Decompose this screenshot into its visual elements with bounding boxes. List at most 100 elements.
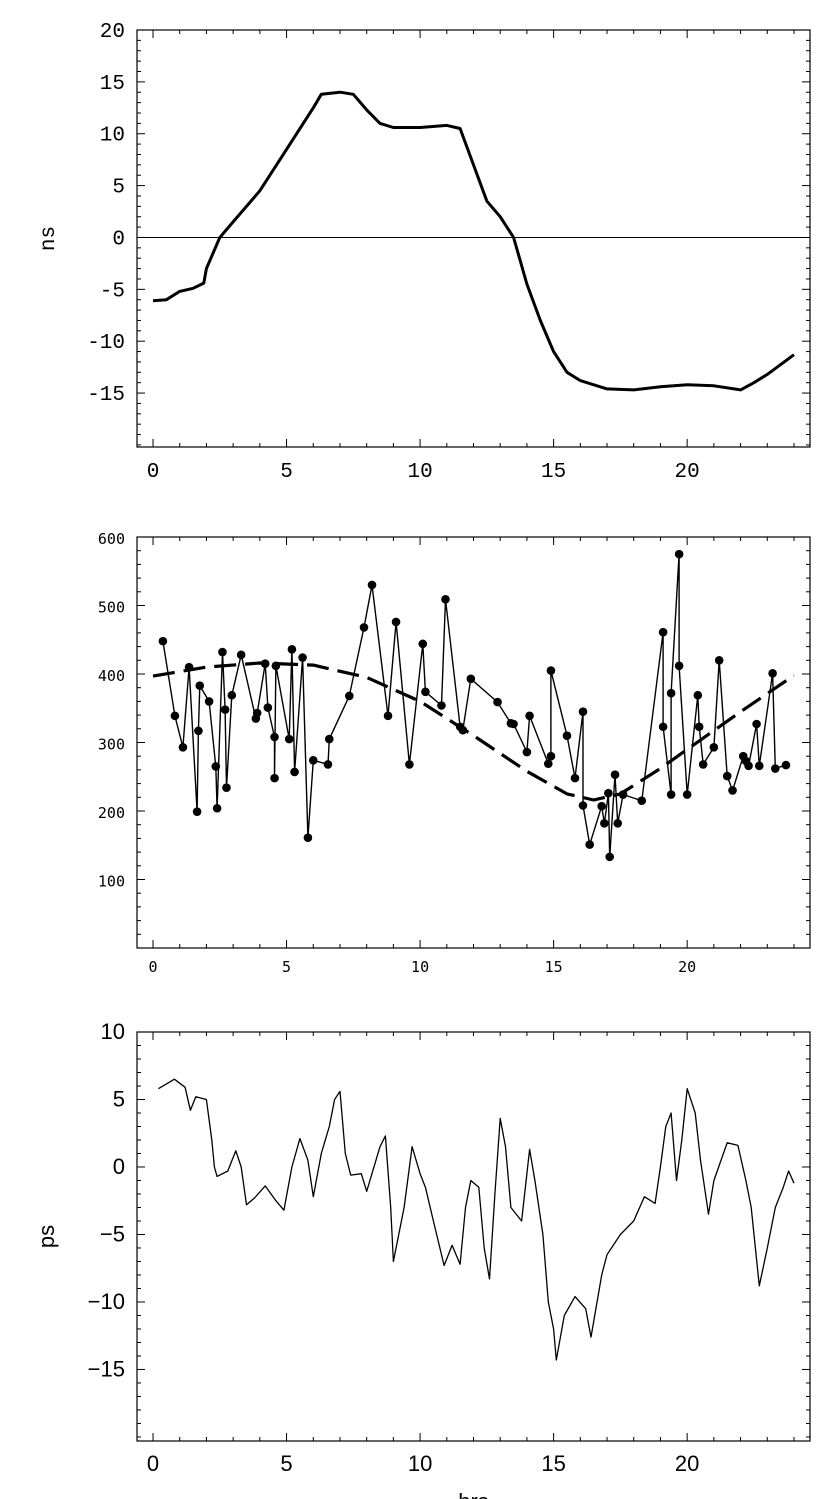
data-point — [308, 756, 318, 765]
data-point — [781, 760, 791, 770]
x-tick-label: 10 — [408, 1451, 432, 1476]
y-tick-label: 10 — [100, 125, 125, 148]
data-point — [418, 639, 428, 649]
data-point — [525, 711, 534, 721]
data-point — [658, 722, 668, 732]
x-tick-label: 15 — [541, 1451, 565, 1476]
data-point — [158, 636, 168, 646]
data-point — [284, 734, 294, 744]
data-point — [597, 801, 606, 811]
data-point — [585, 840, 594, 849]
data-point — [658, 627, 668, 637]
data-point — [437, 701, 446, 710]
data-point — [709, 742, 719, 752]
series-line-1 — [158, 1078, 795, 1361]
x-tick-label: 20 — [675, 461, 700, 484]
data-point — [345, 691, 354, 701]
data-point — [252, 708, 262, 718]
data-point — [722, 771, 732, 781]
data-point — [367, 580, 377, 590]
y-tick-label: 400 — [98, 667, 125, 685]
data-point — [178, 742, 188, 752]
x-tick-label: 5 — [280, 1451, 292, 1476]
y-tick-label: 0 — [113, 1154, 125, 1179]
data-point — [546, 666, 556, 675]
x-tick-label: 0 — [147, 461, 160, 484]
data-point — [578, 801, 588, 810]
data-point — [270, 773, 279, 783]
data-point — [212, 803, 222, 813]
data-point — [227, 690, 237, 700]
data-point — [192, 807, 202, 816]
data-point — [522, 747, 532, 757]
data-point — [303, 833, 313, 843]
x-tick-label: 10 — [411, 958, 429, 976]
panel-1: 0 5 10 15 20 20 15 10 5 0 -5 -10 -15 ns — [38, 21, 811, 484]
data-point — [604, 788, 613, 798]
x-tick-label: 0 — [149, 958, 158, 976]
data-point — [666, 790, 676, 799]
data-point — [714, 656, 724, 665]
data-point — [754, 761, 764, 771]
data-point — [493, 697, 502, 707]
data-point — [752, 719, 761, 729]
y-tick-label: 5 — [112, 177, 125, 200]
data-point — [674, 549, 684, 559]
data-point — [694, 722, 704, 732]
data-point — [263, 703, 273, 712]
x-tick-label: 5 — [282, 958, 291, 976]
data-point — [605, 852, 615, 862]
y-tick-label: 600 — [98, 530, 125, 548]
y-axis-label: ns — [38, 226, 61, 251]
data-point — [466, 674, 476, 684]
data-point — [543, 759, 553, 769]
data-point — [194, 726, 203, 736]
y-tick-label: 5 — [113, 1086, 125, 1111]
y-tick-label: 10 — [101, 1019, 125, 1044]
data-point — [323, 760, 333, 769]
data-point — [613, 819, 623, 828]
data-point — [298, 653, 307, 662]
data-point — [674, 661, 684, 671]
data-point — [441, 595, 450, 604]
x-tick-label: 15 — [541, 461, 566, 484]
y-tick-label: -5 — [100, 280, 125, 303]
data-point — [610, 770, 620, 779]
y-tick-label: 20 — [100, 21, 125, 44]
y-tick-label: -10 — [87, 332, 125, 355]
data-point — [768, 669, 777, 678]
y-tick-label: 100 — [98, 873, 125, 891]
x-tick-label: 10 — [407, 461, 432, 484]
plot-frame — [136, 1031, 811, 1442]
data-point — [204, 697, 214, 706]
data-point — [236, 650, 246, 660]
data-point — [578, 707, 588, 716]
data-point — [637, 796, 647, 806]
y-tick-label: −10 — [88, 1289, 125, 1314]
y-tick-label: −15 — [88, 1356, 125, 1381]
plot-frame — [136, 536, 811, 949]
x-axis-label: hrs — [458, 1489, 489, 1499]
data-point — [222, 783, 231, 793]
data-point — [405, 760, 414, 769]
data-point — [744, 761, 753, 771]
y-tick-label: −5 — [100, 1221, 125, 1246]
data-point — [666, 688, 676, 698]
data-point — [170, 711, 180, 721]
y-tick-label: 0 — [112, 228, 125, 251]
panel-3: 0 5 10 15 20 10 5 0 −5 −10 −15 ps hrs — [34, 1019, 811, 1499]
y-axis-label: ps — [34, 1225, 59, 1248]
series-line-1 — [162, 553, 787, 858]
data-point — [195, 681, 205, 690]
data-point — [728, 786, 737, 795]
data-point — [324, 734, 334, 744]
data-point — [693, 690, 703, 700]
series-line-2 — [152, 661, 795, 802]
data-point — [546, 751, 556, 761]
data-point — [383, 711, 393, 721]
data-point — [220, 705, 230, 714]
data-point — [698, 760, 708, 769]
data-point — [509, 719, 518, 729]
panel-2: 0 5 10 15 20 600 500 400 300 200 100 — [98, 530, 811, 976]
